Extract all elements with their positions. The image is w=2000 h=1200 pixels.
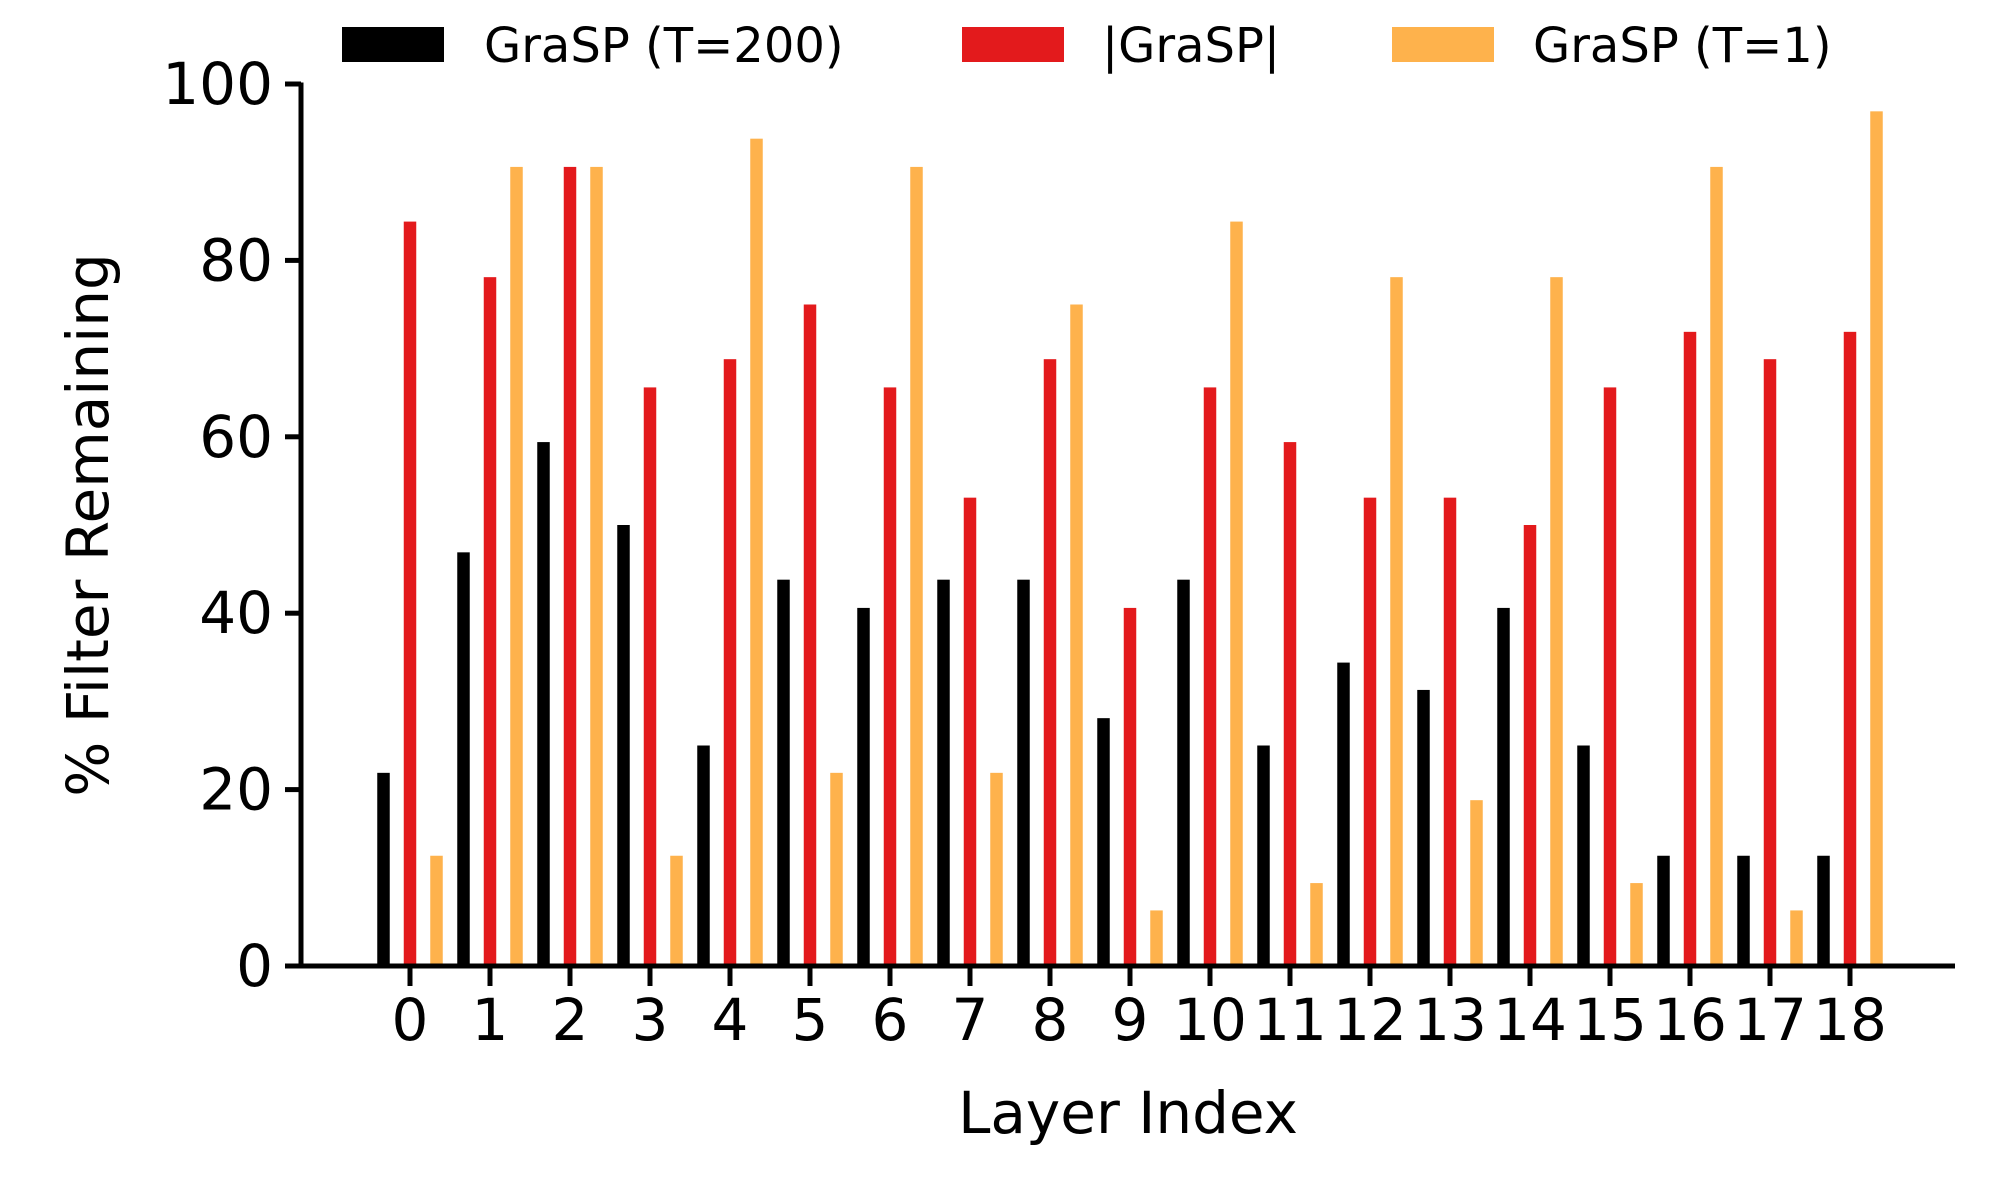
bar-series2-layer-16 bbox=[1710, 166, 1723, 966]
x-tick-label: 4 bbox=[712, 986, 749, 1054]
bar-series1-layer-11 bbox=[1283, 442, 1297, 967]
x-tick-label: 17 bbox=[1733, 986, 1807, 1054]
bar-series1-layer-6 bbox=[883, 387, 897, 966]
bar-series2-layer-12 bbox=[1390, 277, 1403, 966]
bar-series0-layer-0 bbox=[377, 772, 390, 966]
bar-series0-layer-10 bbox=[1177, 579, 1190, 966]
bar-series0-layer-12 bbox=[1337, 662, 1350, 966]
bar-series1-layer-0 bbox=[403, 221, 417, 967]
bar-series0-layer-1 bbox=[457, 552, 470, 966]
bars-group bbox=[377, 111, 1883, 967]
x-tick-label: 3 bbox=[632, 986, 669, 1054]
bar-series2-layer-8 bbox=[1070, 304, 1083, 966]
legend-label-series1: |GraSP| bbox=[1102, 18, 1280, 74]
x-tick-label: 16 bbox=[1653, 986, 1727, 1054]
bar-series0-layer-4 bbox=[697, 745, 710, 966]
bar-series0-layer-15 bbox=[1577, 745, 1590, 966]
bar-series0-layer-17 bbox=[1737, 855, 1750, 966]
x-tick-label: 18 bbox=[1813, 986, 1887, 1054]
legend-label-series2: GraSP (T=1) bbox=[1533, 18, 1832, 74]
x-tick-label: 6 bbox=[872, 986, 909, 1054]
y-tick-label: 20 bbox=[199, 756, 273, 824]
bar-series1-layer-17 bbox=[1763, 359, 1777, 966]
bar-series2-layer-15 bbox=[1630, 883, 1643, 966]
bar-series2-layer-3 bbox=[670, 855, 683, 966]
legend: GraSP (T=200) |GraSP| GraSP (T=1) bbox=[342, 18, 1832, 74]
bar-series0-layer-3 bbox=[617, 525, 630, 966]
legend-swatch-series1 bbox=[962, 27, 1064, 62]
bar-series1-layer-18 bbox=[1843, 331, 1857, 967]
bar-series1-layer-2 bbox=[563, 166, 577, 966]
bar-series2-layer-17 bbox=[1790, 910, 1803, 966]
bar-series0-layer-5 bbox=[777, 579, 790, 966]
bar-series2-layer-18 bbox=[1870, 111, 1883, 967]
x-tick-label: 2 bbox=[552, 986, 589, 1054]
bar-series1-layer-4 bbox=[723, 359, 737, 966]
legend-label-series0: GraSP (T=200) bbox=[484, 18, 844, 74]
x-tick-label: 15 bbox=[1573, 986, 1647, 1054]
y-axis-title: % Filter Remaining bbox=[54, 253, 122, 797]
x-tick-label: 5 bbox=[792, 986, 829, 1054]
x-tick-label: 10 bbox=[1173, 986, 1247, 1054]
bar-series1-layer-10 bbox=[1203, 387, 1217, 966]
bar-series2-layer-7 bbox=[990, 772, 1003, 966]
bar-series0-layer-18 bbox=[1817, 855, 1830, 966]
x-tick-label: 1 bbox=[472, 986, 509, 1054]
bar-series2-layer-14 bbox=[1550, 277, 1563, 966]
bar-series0-layer-7 bbox=[937, 579, 950, 966]
bar-series1-layer-14 bbox=[1523, 525, 1537, 966]
y-tick-label: 80 bbox=[199, 226, 273, 294]
bar-series1-layer-3 bbox=[643, 387, 657, 966]
x-axis: 0 1 2 3 4 5 6 7 8 9 10 11 12 13 14 15 16 17 18 bbox=[298, 963, 1955, 1054]
bar-series0-layer-14 bbox=[1497, 607, 1510, 966]
y-tick-label: 0 bbox=[236, 932, 273, 1000]
y-tick-label: 100 bbox=[162, 50, 273, 118]
bar-series1-layer-5 bbox=[803, 304, 817, 966]
x-tick-label: 11 bbox=[1253, 986, 1327, 1054]
x-axis-title: Layer Index bbox=[958, 1079, 1298, 1147]
bar-series1-layer-16 bbox=[1683, 331, 1697, 967]
bar-series2-layer-13 bbox=[1470, 800, 1483, 966]
bar-series0-layer-8 bbox=[1017, 579, 1030, 966]
bar-series2-layer-4 bbox=[750, 138, 763, 966]
x-tick-label: 14 bbox=[1493, 986, 1567, 1054]
x-tick-label: 8 bbox=[1032, 986, 1069, 1054]
bar-series0-layer-2 bbox=[537, 442, 550, 967]
bar-series1-layer-1 bbox=[483, 277, 497, 966]
x-tick-label: 12 bbox=[1333, 986, 1407, 1054]
bar-series2-layer-11 bbox=[1310, 883, 1323, 966]
bar-series1-layer-15 bbox=[1603, 387, 1617, 966]
x-tick-label: 13 bbox=[1413, 986, 1487, 1054]
bar-series2-layer-6 bbox=[910, 166, 923, 966]
bar-series0-layer-9 bbox=[1097, 718, 1110, 966]
y-tick-label: 40 bbox=[199, 579, 273, 647]
x-tick-label: 7 bbox=[952, 986, 989, 1054]
bar-series1-layer-9 bbox=[1123, 607, 1137, 966]
bar-series2-layer-9 bbox=[1150, 910, 1163, 966]
bar-series0-layer-16 bbox=[1657, 855, 1670, 966]
bar-series1-layer-8 bbox=[1043, 359, 1057, 966]
y-axis: 0 20 40 60 80 100 bbox=[162, 50, 304, 1000]
x-tick-label: 9 bbox=[1112, 986, 1149, 1054]
legend-swatch-series0 bbox=[342, 27, 444, 62]
bar-series2-layer-0 bbox=[430, 855, 443, 966]
bar-series0-layer-11 bbox=[1257, 745, 1270, 966]
bar-series2-layer-5 bbox=[830, 772, 843, 966]
x-tick-label: 0 bbox=[392, 986, 429, 1054]
bar-series0-layer-6 bbox=[857, 607, 870, 966]
bar-series1-layer-7 bbox=[963, 497, 977, 966]
bar-series2-layer-1 bbox=[510, 166, 523, 966]
bar-series2-layer-10 bbox=[1230, 221, 1243, 967]
bar-series2-layer-2 bbox=[590, 166, 603, 966]
bar-series1-layer-12 bbox=[1363, 497, 1377, 966]
bar-series1-layer-13 bbox=[1443, 497, 1457, 966]
y-tick-label: 60 bbox=[199, 403, 273, 471]
legend-swatch-series2 bbox=[1392, 27, 1494, 62]
bar-series0-layer-13 bbox=[1417, 689, 1430, 966]
